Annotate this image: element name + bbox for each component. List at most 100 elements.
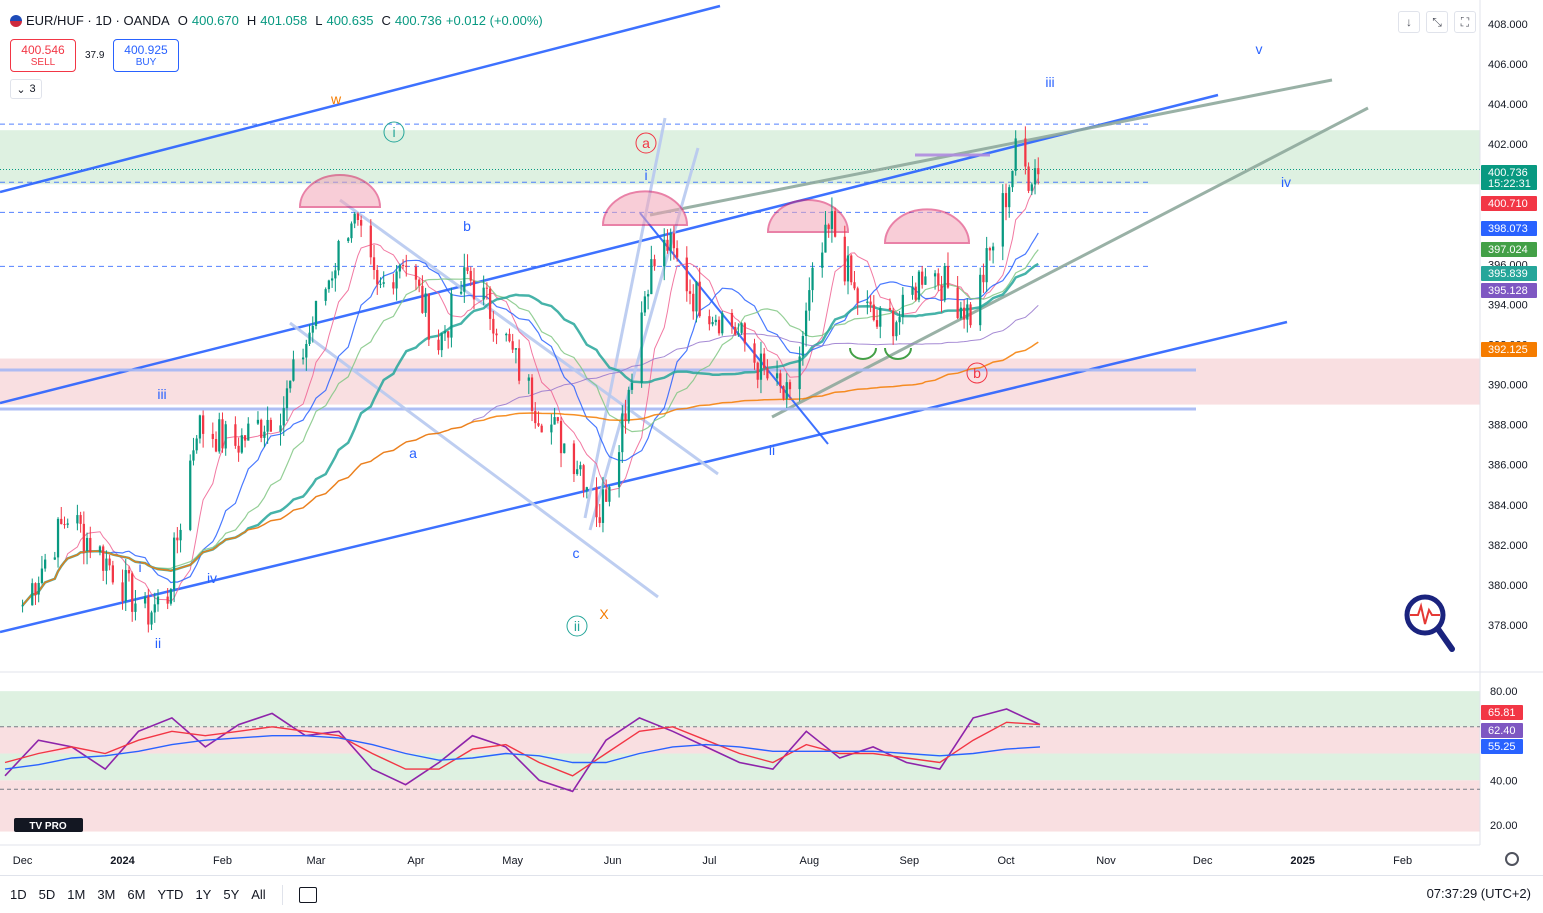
change-value: +0.012 (+0.00%) <box>445 13 543 28</box>
wave-label: a <box>409 445 417 461</box>
candle-body <box>979 274 982 326</box>
candle-body <box>289 380 292 389</box>
time-tick-label: Nov <box>1096 855 1116 867</box>
gear-icon[interactable] <box>1505 852 1519 866</box>
range-6m[interactable]: 6M <box>127 887 146 902</box>
rsi-badge <box>1481 739 1523 754</box>
candle-body <box>962 307 966 320</box>
candle-body <box>991 246 995 251</box>
wave-label: ii <box>155 635 161 651</box>
candle-body <box>485 287 489 289</box>
candle-body <box>292 359 295 381</box>
candle-body <box>695 281 698 312</box>
indicators-toggle-button[interactable]: ⌄ 3 <box>10 79 42 99</box>
candle-body <box>395 271 398 289</box>
candle-body <box>869 301 872 305</box>
candle-body <box>492 318 495 334</box>
candle-body <box>176 537 179 541</box>
trend-line-3 <box>649 78 1333 217</box>
candle-body <box>172 537 176 590</box>
price-tick-label: 390.000 <box>1488 380 1528 392</box>
candle-body <box>759 353 763 380</box>
rsi-zone-mid <box>0 726 1480 754</box>
calendar-icon[interactable] <box>298 886 317 903</box>
range-3m[interactable]: 3M <box>97 887 116 902</box>
candle-body <box>1008 187 1011 208</box>
candle-body <box>424 293 427 313</box>
range-1y[interactable]: 1Y <box>195 887 212 902</box>
candle-body <box>988 248 992 251</box>
range-all[interactable]: All <box>251 887 266 902</box>
candle-body <box>518 348 521 381</box>
candle-body <box>166 596 169 604</box>
maximize-icon[interactable]: ⛶ <box>1454 11 1476 33</box>
candle-body <box>447 331 450 338</box>
drawing-layer[interactable] <box>0 4 1369 634</box>
candle-body <box>563 443 566 454</box>
rsi-badge-value: 55.25 <box>1488 741 1516 753</box>
high-value: 401.058 <box>260 13 308 28</box>
candle-body <box>1037 168 1040 175</box>
candle-body <box>782 386 785 399</box>
candle-body <box>982 274 985 283</box>
candle-body <box>102 546 105 571</box>
collapse-icon[interactable]: ⤡ <box>1426 11 1448 33</box>
clock-readout[interactable]: 07:37:29 (UTC+2) <box>1426 886 1531 901</box>
candle-body <box>956 287 959 319</box>
time-axis[interactable]: Dec 2024 Feb Mar Apr May Jun Jul Aug Sep Oct Nov Dec… <box>13 855 1412 867</box>
rsi-badge <box>1481 705 1523 720</box>
candle-body <box>44 559 47 569</box>
candle-body <box>798 356 801 390</box>
candle-body <box>330 278 334 281</box>
sell-button[interactable]: 400.546 SELL <box>10 39 76 72</box>
moving-average-200 <box>22 341 1039 606</box>
time-tick-label: Dec <box>13 855 33 867</box>
candle-body <box>347 238 350 242</box>
candle-body <box>530 377 534 411</box>
candle-body <box>846 255 850 282</box>
time-tick-label: May <box>502 855 523 867</box>
time-tick-label: Aug <box>800 855 820 867</box>
buy-button[interactable]: 400.925 BUY <box>113 39 179 72</box>
candle-body <box>1027 166 1030 191</box>
candle-body <box>266 419 269 432</box>
candle-body <box>376 269 379 285</box>
candle-body <box>743 323 746 344</box>
candle-body <box>121 582 124 602</box>
magnifier-handle <box>1435 626 1455 652</box>
magnifier-lens <box>1404 594 1446 636</box>
rsi-zone-bottom <box>0 780 1480 832</box>
price-badge <box>1481 165 1537 190</box>
range-5y[interactable]: 5Y <box>223 887 240 902</box>
move-down-icon[interactable]: ↓ <box>1398 11 1420 33</box>
price-badge-value: 395.839 <box>1488 268 1528 280</box>
wave-label: i <box>644 167 647 183</box>
candle-body <box>969 304 972 326</box>
candle-body <box>459 291 463 294</box>
candle-body <box>511 341 514 350</box>
wave-label: iv <box>207 570 217 586</box>
wave-label: X <box>599 606 609 622</box>
candle-body <box>598 517 601 523</box>
candle-body <box>911 286 914 295</box>
candle-body <box>63 524 66 526</box>
candle-body <box>933 273 937 277</box>
candle-body <box>398 265 401 272</box>
range-1m[interactable]: 1M <box>67 887 86 902</box>
price-zone-1 <box>0 358 1480 405</box>
candle-body <box>450 293 453 338</box>
candle-body <box>779 373 782 387</box>
rsi-series-1 <box>4 721 1041 777</box>
wave-label-circle <box>966 362 988 384</box>
rounded-top-3 <box>883 208 971 244</box>
candle-body <box>218 419 221 452</box>
candle-body <box>179 529 182 541</box>
range-ytd[interactable]: YTD <box>157 887 184 902</box>
range-5d[interactable]: 5D <box>38 887 56 902</box>
symbol-title[interactable]: EUR/HUF · 1D · OANDA <box>26 13 170 28</box>
price-axis[interactable]: 378.000 380.000 382.000 384.000 386.000 388.0… <box>1481 19 1537 832</box>
candle-body <box>234 424 237 446</box>
range-1d[interactable]: 1D <box>10 887 27 902</box>
trend-line-0 <box>0 4 721 194</box>
